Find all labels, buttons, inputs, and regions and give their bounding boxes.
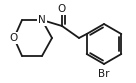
Text: O: O bbox=[58, 4, 66, 14]
Text: Br: Br bbox=[98, 69, 110, 79]
Text: O: O bbox=[10, 33, 18, 43]
Text: N: N bbox=[38, 15, 46, 25]
